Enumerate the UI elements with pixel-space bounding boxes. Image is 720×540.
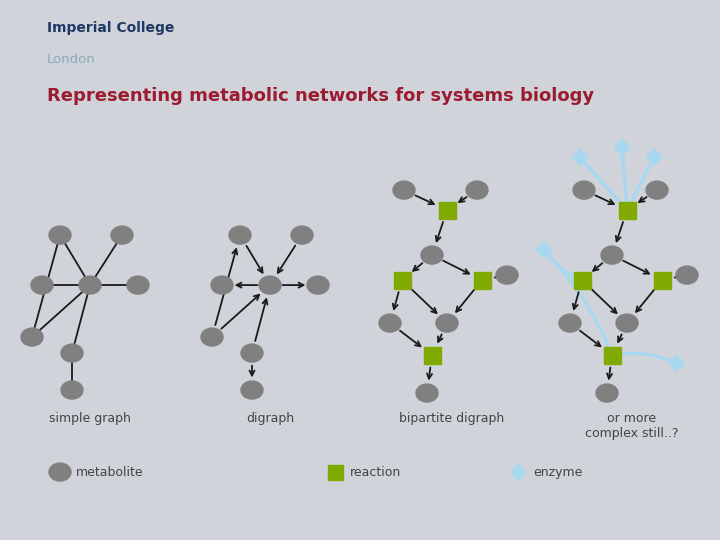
Ellipse shape [466, 181, 488, 199]
Ellipse shape [79, 276, 101, 294]
Ellipse shape [379, 314, 401, 332]
Ellipse shape [127, 276, 149, 294]
Ellipse shape [241, 344, 263, 362]
Bar [618, 201, 636, 219]
Text: bipartite digraph: bipartite digraph [400, 412, 505, 425]
Ellipse shape [646, 181, 668, 199]
Ellipse shape [49, 463, 71, 481]
Ellipse shape [111, 226, 133, 244]
Ellipse shape [31, 276, 53, 294]
Ellipse shape [416, 384, 438, 402]
Ellipse shape [61, 344, 83, 362]
Bar [474, 272, 490, 288]
Ellipse shape [229, 226, 251, 244]
Ellipse shape [49, 226, 71, 244]
Text: simple graph: simple graph [49, 412, 131, 425]
Ellipse shape [421, 246, 443, 264]
Ellipse shape [211, 276, 233, 294]
Ellipse shape [21, 328, 43, 346]
Polygon shape [536, 242, 552, 258]
Text: reaction: reaction [350, 465, 401, 478]
Ellipse shape [601, 246, 623, 264]
Polygon shape [646, 149, 662, 165]
Ellipse shape [307, 276, 329, 294]
Bar [654, 272, 670, 288]
Text: London: London [47, 52, 96, 65]
Text: or more
complex still..?: or more complex still..? [585, 412, 679, 440]
Bar [438, 201, 456, 219]
Ellipse shape [436, 314, 458, 332]
Ellipse shape [393, 181, 415, 199]
Polygon shape [510, 464, 526, 480]
Polygon shape [669, 355, 685, 371]
Text: Imperial College: Imperial College [47, 21, 174, 35]
Polygon shape [572, 149, 588, 165]
Bar [574, 272, 590, 288]
Ellipse shape [259, 276, 281, 294]
Ellipse shape [496, 266, 518, 284]
Bar [423, 347, 441, 363]
Ellipse shape [61, 381, 83, 399]
Ellipse shape [676, 266, 698, 284]
Bar [603, 347, 621, 363]
Ellipse shape [559, 314, 581, 332]
Bar [328, 464, 343, 480]
Ellipse shape [291, 226, 313, 244]
Text: digraph: digraph [246, 412, 294, 425]
Ellipse shape [201, 328, 223, 346]
Polygon shape [614, 139, 630, 155]
Ellipse shape [616, 314, 638, 332]
Text: Representing metabolic networks for systems biology: Representing metabolic networks for syst… [47, 87, 594, 105]
Ellipse shape [573, 181, 595, 199]
Ellipse shape [241, 381, 263, 399]
Ellipse shape [596, 384, 618, 402]
Bar [394, 272, 410, 288]
Text: metabolite: metabolite [76, 465, 143, 478]
Text: enzyme: enzyme [533, 465, 582, 478]
